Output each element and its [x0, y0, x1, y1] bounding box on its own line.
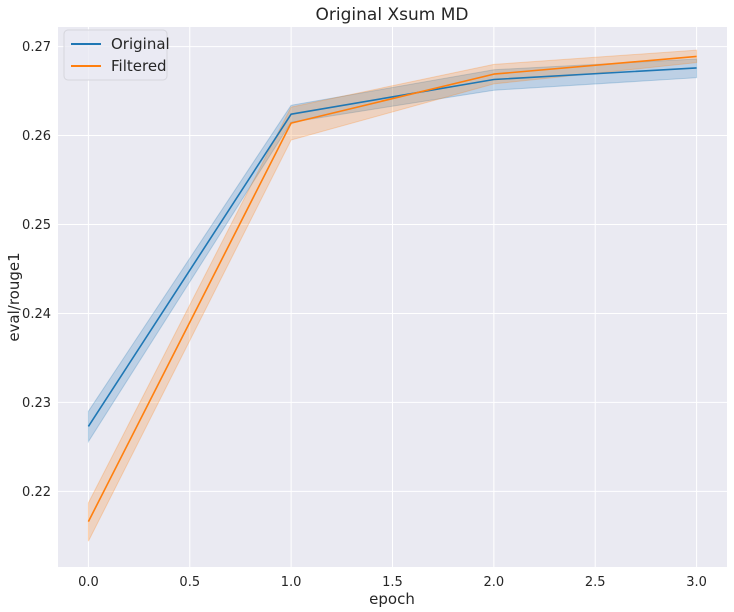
y-tick-label: 0.24	[22, 307, 51, 322]
legend-box	[63, 29, 168, 81]
y-tick-label: 0.23	[22, 396, 51, 411]
series-line-original	[87, 67, 697, 427]
confidence-band-filtered	[87, 49, 698, 542]
y-tick-label: 0.22	[22, 485, 51, 500]
confidence-band-original	[87, 58, 698, 444]
series-lines	[87, 55, 697, 522]
legend-label-original: Original	[111, 35, 170, 53]
y-tick-label: 0.25	[22, 218, 51, 233]
x-tick-label: 0.0	[78, 575, 99, 590]
x-axis-label: epoch	[369, 590, 415, 608]
x-tick-label: 0.5	[179, 575, 200, 590]
series-line-filtered	[87, 55, 697, 522]
chart-title: Original Xsum MD	[316, 5, 469, 25]
legend: Original Filtered	[63, 29, 170, 81]
grid-lines	[58, 27, 727, 567]
y-tick-label: 0.26	[22, 129, 51, 144]
legend-label-filtered: Filtered	[111, 57, 167, 75]
x-tick-label: 1.5	[382, 575, 403, 590]
x-tick-label: 2.0	[484, 575, 505, 590]
y-tick-labels: 0.22 0.23 0.24 0.25 0.26 0.27	[22, 40, 51, 500]
x-tick-label: 1.0	[281, 575, 302, 590]
x-tick-label: 3.0	[686, 575, 707, 590]
y-axis-label: eval/rouge1	[5, 252, 23, 341]
x-tick-label: 2.5	[585, 575, 606, 590]
confidence-bands	[87, 49, 698, 542]
x-tick-labels: 0.0 0.5 1.0 1.5 2.0 2.5 3.0	[78, 575, 707, 590]
y-tick-label: 0.27	[22, 40, 51, 55]
